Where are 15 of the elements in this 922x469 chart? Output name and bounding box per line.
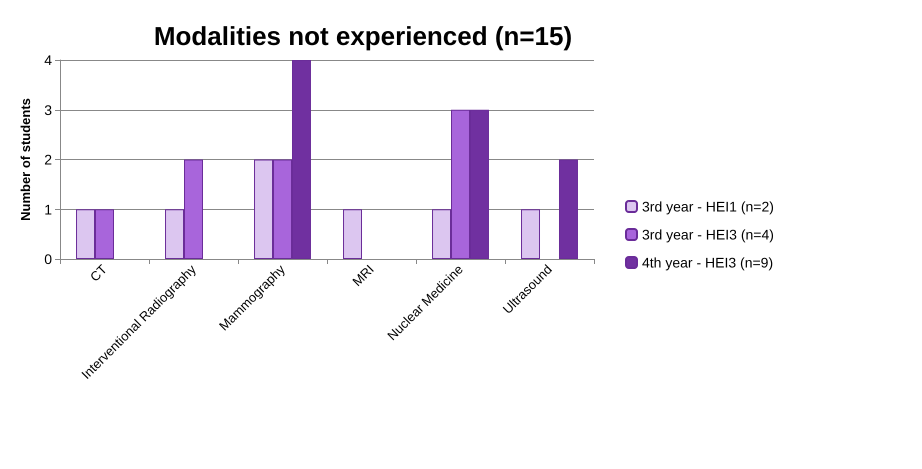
bar [343,209,362,259]
x-tick-label: CT [86,262,110,285]
chart-title: Modalities not experienced (n=15) [154,21,572,51]
y-axis-title: Number of students [18,98,33,221]
y-tick-label: 0 [44,251,52,267]
bar [521,209,540,259]
y-tick-label: 1 [44,201,52,218]
y-tick-label: 4 [44,52,52,68]
legend-label: 3rd year - HEI3 (n=4) [642,226,774,242]
y-tick-label: 3 [44,102,52,118]
bar [558,160,578,259]
y-tick-label: 2 [44,152,52,168]
legend-label: 3rd year - HEI1 (n=2) [642,198,774,214]
x-tick-label: MRI [349,262,377,290]
legend-label: 4th year - HEI3 (n=9) [642,254,774,270]
